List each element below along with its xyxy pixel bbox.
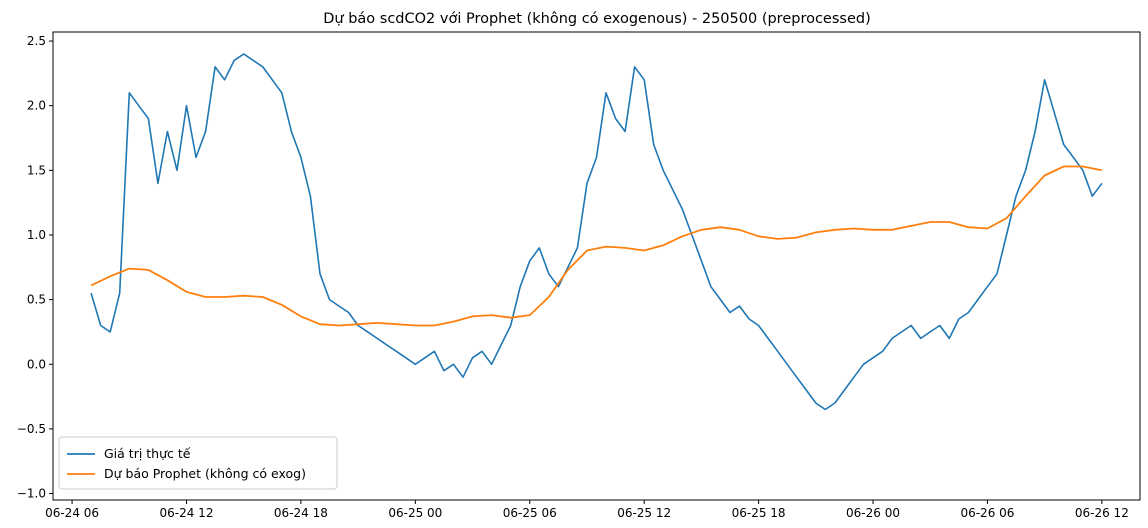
plot-area <box>52 31 1141 501</box>
x-tick-label: 06-25 18 <box>732 506 786 520</box>
legend-box <box>58 436 338 490</box>
legend-label-forecast: Dự báo Prophet (không có exog) <box>104 466 306 481</box>
y-tick-label: 1.5 <box>27 163 46 177</box>
legend-label-actual: Giá trị thực tế <box>104 446 191 461</box>
y-tick-label: 2.0 <box>27 99 46 113</box>
chart-title: Dự báo scdCO2 với Prophet (không có exog… <box>323 11 871 27</box>
plot-frame <box>52 31 1141 501</box>
x-tick-label: 06-26 12 <box>1075 506 1129 520</box>
y-tick-label: −1.0 <box>17 487 46 501</box>
x-tick-label: 06-25 06 <box>503 506 557 520</box>
x-tick-label: 06-24 12 <box>160 506 214 520</box>
x-tick-label: 06-26 00 <box>846 506 900 520</box>
legend: Giá trị thực tế Dự báo Prophet (không có… <box>58 436 338 490</box>
y-axis: −1.0 −0.5 0.0 0.5 1.0 1.5 2.0 2.5 <box>17 34 53 501</box>
x-tick-label: 06-25 12 <box>617 506 671 520</box>
y-tick-label: 1.0 <box>27 228 46 242</box>
series-line-forecast <box>90 165 1103 327</box>
y-tick-label: 0.5 <box>27 293 46 307</box>
series-layer <box>90 53 1103 411</box>
x-tick-label: 06-24 06 <box>45 506 99 520</box>
series-line-actual <box>90 53 1103 411</box>
x-tick-label: 06-25 00 <box>388 506 442 520</box>
x-tick-label: 06-26 06 <box>960 506 1014 520</box>
x-tick-label: 06-24 18 <box>274 506 328 520</box>
x-axis: 06-24 06 06-24 12 06-24 18 06-25 00 06-25 06… <box>45 500 1129 520</box>
y-tick-label: 2.5 <box>27 34 46 48</box>
y-tick-label: −0.5 <box>17 422 46 436</box>
y-tick-label: 0.0 <box>27 357 46 371</box>
